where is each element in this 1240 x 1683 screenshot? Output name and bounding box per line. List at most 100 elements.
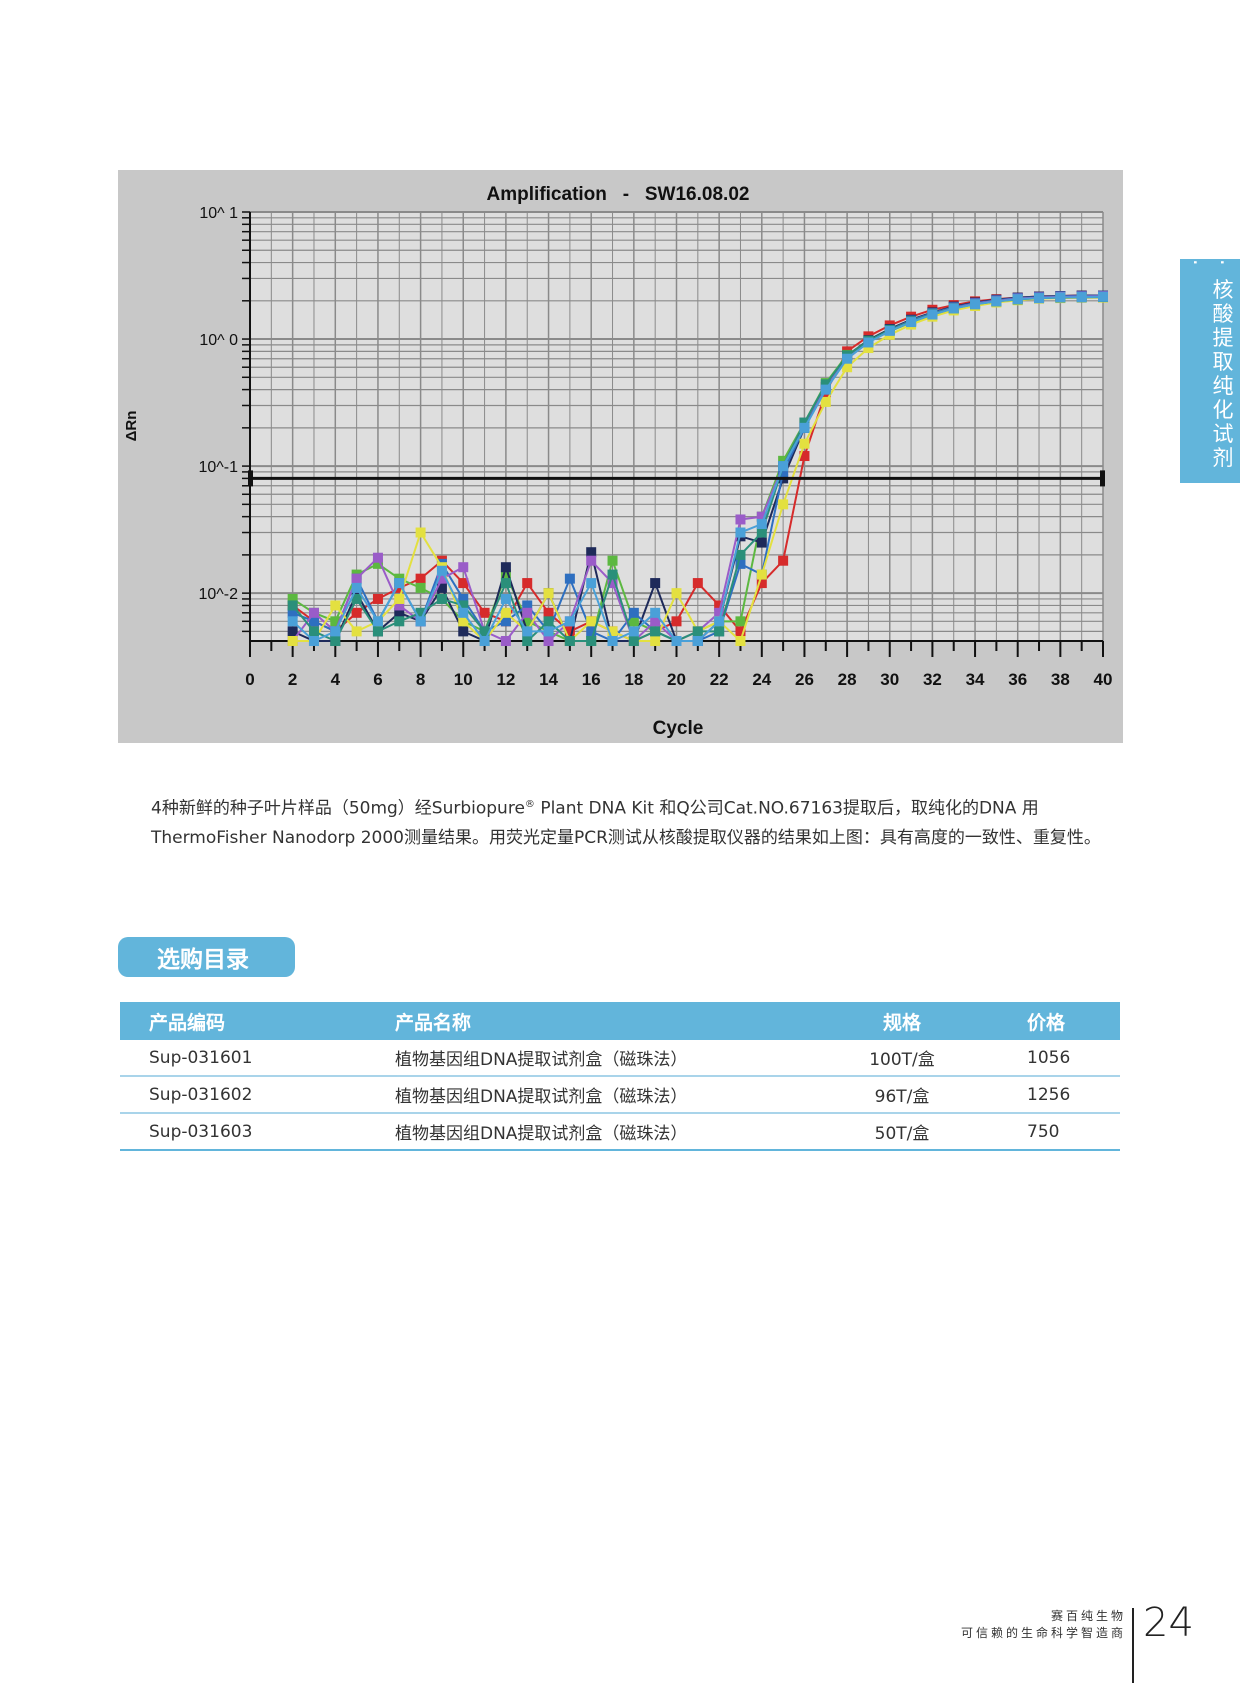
data-point xyxy=(458,607,469,618)
x-tick-label: 18 xyxy=(624,670,643,689)
data-point xyxy=(308,607,319,618)
data-point xyxy=(543,626,554,637)
data-point xyxy=(778,455,789,466)
company-name: 赛百纯生物 xyxy=(1050,1609,1126,1623)
description-part1: 4种新鲜的种子叶片样品（50mg）经Surbiopure xyxy=(151,798,525,819)
product-price: 1256 xyxy=(1007,1076,1120,1114)
data-point xyxy=(500,569,511,580)
data-point xyxy=(436,573,447,584)
data-point xyxy=(692,626,703,637)
x-tick-label: 16 xyxy=(582,670,601,689)
product-spec: 50T/盒 xyxy=(797,1113,1007,1151)
data-point xyxy=(799,451,810,462)
data-point xyxy=(287,626,298,637)
data-point xyxy=(394,616,405,627)
data-point xyxy=(351,626,362,637)
data-point xyxy=(778,499,789,510)
data-point xyxy=(586,636,597,646)
description-text: 4种新鲜的种子叶片样品（50mg）经Surbiopure® Plant DNA … xyxy=(151,790,1111,853)
data-point xyxy=(671,588,682,599)
data-point xyxy=(714,616,725,627)
footer-divider xyxy=(1132,1608,1134,1683)
data-point xyxy=(330,626,341,637)
data-point xyxy=(628,616,639,627)
data-point xyxy=(735,636,746,646)
data-point xyxy=(330,616,341,627)
data-point xyxy=(756,537,767,548)
data-point xyxy=(820,379,831,390)
data-point xyxy=(628,636,639,646)
data-point xyxy=(735,514,746,525)
threshold-handle-right xyxy=(1100,470,1105,487)
data-point xyxy=(415,616,426,627)
catalog-table: 产品编码 产品名称 规格 价格 Sup-031601 植物基因组DNA提取试剂盒… xyxy=(120,1002,1120,1151)
amplification-chart: 0 2 4 6 8 10 12 14 16 18 20 22 24 26 28 30 32 34 36 38 4010^… xyxy=(118,170,1123,743)
chart-title: Amplification - SW16.08.02 xyxy=(487,184,750,205)
product-spec: 96T/盒 xyxy=(797,1076,1007,1114)
data-point xyxy=(650,578,661,589)
data-point xyxy=(564,573,575,584)
data-point xyxy=(650,626,661,637)
data-point xyxy=(756,569,767,580)
data-point xyxy=(415,582,426,593)
data-point xyxy=(650,607,661,618)
data-point xyxy=(756,519,767,530)
table-header-row: 产品编码 产品名称 规格 价格 xyxy=(120,1002,1120,1040)
x-tick-label: 20 xyxy=(667,670,686,689)
data-point xyxy=(522,626,533,637)
y-tick-label: 10^-1 xyxy=(198,459,238,476)
data-point xyxy=(564,626,575,637)
product-code: Sup-031603 xyxy=(120,1113,395,1151)
data-point xyxy=(351,588,362,599)
description-part2: Plant DNA Kit 和Q公司Cat.NO.67163提取后，取纯化的DN… xyxy=(151,798,1101,848)
data-point xyxy=(458,626,469,637)
product-price: 1056 xyxy=(1007,1040,1120,1077)
x-axis-label: Cycle xyxy=(653,718,704,739)
data-point xyxy=(607,555,618,566)
data-point xyxy=(991,296,1002,307)
data-point xyxy=(906,317,917,328)
data-point xyxy=(714,607,725,618)
data-point xyxy=(351,582,362,593)
data-point xyxy=(287,600,298,611)
header-spec: 规格 xyxy=(797,1002,1007,1040)
series-group xyxy=(248,290,1108,646)
data-point xyxy=(692,636,703,646)
data-point xyxy=(970,299,981,310)
data-point xyxy=(479,636,490,646)
data-point xyxy=(351,573,362,584)
data-point xyxy=(1076,292,1087,303)
data-point xyxy=(842,353,853,364)
x-tick-label: 0 xyxy=(245,670,254,689)
y-tick-label: 10^ 0 xyxy=(199,332,238,349)
series xyxy=(287,291,1108,646)
data-point xyxy=(287,636,298,646)
data-point xyxy=(522,600,533,611)
data-point xyxy=(458,600,469,611)
x-tick-label: 32 xyxy=(923,670,942,689)
table-row: Sup-031603 植物基因组DNA提取试剂盒（磁珠法） 50T/盒 750 xyxy=(120,1113,1120,1151)
x-tick-label: 8 xyxy=(416,670,425,689)
data-point xyxy=(778,466,789,477)
data-point xyxy=(863,337,874,348)
data-point xyxy=(372,558,383,569)
data-point xyxy=(586,555,597,566)
catalog-button[interactable]: 选购目录 xyxy=(118,937,295,977)
data-point xyxy=(372,616,383,627)
data-point xyxy=(735,549,746,560)
header-price: 价格 xyxy=(1007,1002,1120,1040)
x-tick-label: 40 xyxy=(1094,670,1113,689)
data-point xyxy=(330,600,341,611)
x-tick-label: 10 xyxy=(454,670,473,689)
header-code: 产品编码 xyxy=(120,1002,395,1040)
product-code: Sup-031601 xyxy=(120,1040,395,1077)
data-point xyxy=(1034,293,1045,304)
x-tick-label: 34 xyxy=(966,670,985,689)
data-point xyxy=(735,616,746,627)
data-point xyxy=(756,527,767,538)
y-tick-label: 10^ 1 xyxy=(199,205,238,222)
data-point xyxy=(500,593,511,604)
data-point xyxy=(778,555,789,566)
data-point xyxy=(458,593,469,604)
grid xyxy=(249,211,1104,641)
